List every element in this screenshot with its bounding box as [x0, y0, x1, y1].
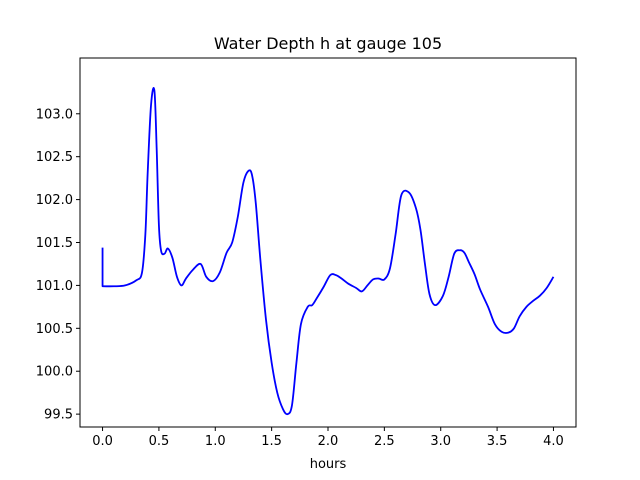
series-line	[101, 87, 555, 416]
y-tick-label: 99.5	[44, 408, 73, 423]
x-tick-label: 2.0	[318, 434, 339, 449]
x-tick-label: 0.0	[92, 434, 113, 449]
x-tick-label: 1.0	[205, 434, 226, 449]
x-tick-label: 1.5	[261, 434, 282, 449]
y-tick-label: 101.0	[36, 279, 73, 294]
x-tick-label: 3.0	[430, 434, 451, 449]
x-tick-label: 3.5	[487, 434, 508, 449]
y-tick-label: 100.0	[36, 365, 73, 380]
y-tick-label: 103.0	[36, 107, 73, 122]
y-tick-label: 101.5	[36, 236, 73, 251]
x-tick-label: 2.5	[374, 434, 395, 449]
x-axis: 0.0 0.5 1.0 1.5 2.0 2.5 3.0 3.5 4.0	[92, 427, 564, 449]
y-axis: 99.5 100.0 100.5 101.0 101.5 102.0 102.5 103.0	[36, 107, 80, 423]
y-tick-label: 102.0	[36, 193, 73, 208]
y-tick-label: 100.5	[36, 322, 73, 337]
x-axis-label: hours	[310, 457, 347, 472]
chart-title: Water Depth h at gauge 105	[214, 34, 442, 53]
x-tick-label: 0.5	[149, 434, 170, 449]
y-tick-label: 102.5	[36, 150, 73, 165]
plot-frame	[79, 57, 577, 428]
x-tick-label: 4.0	[543, 434, 564, 449]
